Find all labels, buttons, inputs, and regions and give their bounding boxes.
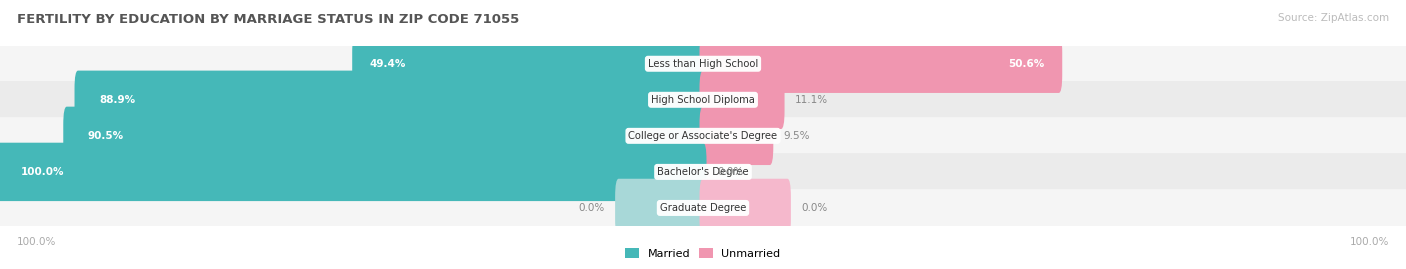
- FancyBboxPatch shape: [616, 179, 707, 237]
- FancyBboxPatch shape: [0, 143, 707, 201]
- Text: 0.0%: 0.0%: [801, 203, 828, 213]
- Text: 100.0%: 100.0%: [21, 167, 65, 177]
- Text: Bachelor's Degree: Bachelor's Degree: [657, 167, 749, 177]
- Legend: Married, Unmarried: Married, Unmarried: [621, 244, 785, 263]
- Text: Less than High School: Less than High School: [648, 59, 758, 69]
- Text: Graduate Degree: Graduate Degree: [659, 203, 747, 213]
- Text: 100.0%: 100.0%: [17, 237, 56, 247]
- Text: FERTILITY BY EDUCATION BY MARRIAGE STATUS IN ZIP CODE 71055: FERTILITY BY EDUCATION BY MARRIAGE STATU…: [17, 13, 519, 26]
- FancyBboxPatch shape: [0, 45, 1406, 83]
- FancyBboxPatch shape: [700, 34, 1063, 93]
- FancyBboxPatch shape: [0, 81, 1406, 119]
- Text: 100.0%: 100.0%: [1350, 237, 1389, 247]
- FancyBboxPatch shape: [352, 34, 707, 93]
- Text: 49.4%: 49.4%: [370, 59, 406, 69]
- FancyBboxPatch shape: [63, 107, 707, 165]
- Text: 88.9%: 88.9%: [98, 95, 135, 105]
- FancyBboxPatch shape: [0, 117, 1406, 155]
- Text: High School Diploma: High School Diploma: [651, 95, 755, 105]
- Text: 0.0%: 0.0%: [717, 167, 744, 177]
- FancyBboxPatch shape: [700, 70, 785, 129]
- FancyBboxPatch shape: [0, 153, 1406, 191]
- Text: 11.1%: 11.1%: [796, 95, 828, 105]
- FancyBboxPatch shape: [700, 179, 790, 237]
- Text: Source: ZipAtlas.com: Source: ZipAtlas.com: [1278, 13, 1389, 23]
- Text: 0.0%: 0.0%: [578, 203, 605, 213]
- FancyBboxPatch shape: [75, 70, 707, 129]
- FancyBboxPatch shape: [700, 107, 773, 165]
- Text: 9.5%: 9.5%: [785, 131, 810, 141]
- Text: 90.5%: 90.5%: [87, 131, 124, 141]
- Text: College or Associate's Degree: College or Associate's Degree: [628, 131, 778, 141]
- FancyBboxPatch shape: [0, 189, 1406, 227]
- Text: 50.6%: 50.6%: [1008, 59, 1045, 69]
